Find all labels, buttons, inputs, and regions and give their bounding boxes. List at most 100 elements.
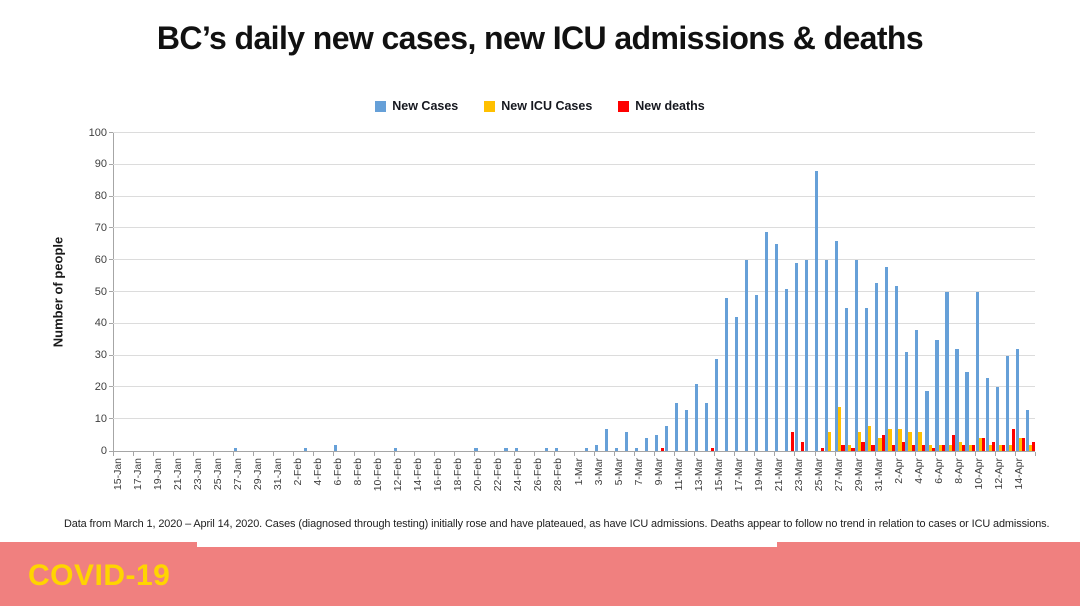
bar-new-cases	[504, 447, 508, 451]
y-axis-line	[113, 133, 114, 452]
bar-new-deaths	[931, 447, 935, 451]
bar-new-icu-cases	[948, 444, 952, 451]
bar-new-cases	[915, 330, 919, 451]
gridline	[113, 418, 1035, 420]
bar-new-cases	[714, 358, 719, 451]
x-axis-tick	[173, 452, 175, 456]
x-axis-tick	[674, 452, 676, 456]
y-axis-tick	[109, 163, 113, 165]
bar-new-cases	[925, 390, 929, 451]
gridline	[113, 322, 1035, 324]
x-axis-tick-label: 14-Apr	[1013, 458, 1026, 490]
bar-new-cases	[935, 339, 939, 451]
gridline	[113, 386, 1035, 388]
bar-new-cases	[835, 241, 839, 451]
x-axis-tick	[874, 452, 876, 456]
new-icu-cases-swatch-icon	[484, 100, 496, 112]
x-axis-tick-label: 15-Jan	[111, 458, 124, 491]
x-axis-tick	[734, 452, 736, 456]
x-axis-tick-label: 31-Mar	[873, 458, 886, 492]
bar-new-icu-cases	[938, 444, 942, 451]
bar-new-deaths	[1001, 444, 1005, 451]
bar-new-deaths	[871, 444, 875, 451]
y-axis-tick	[109, 132, 113, 133]
x-axis-tick-label: 17-Jan	[131, 458, 144, 491]
bar-new-cases	[765, 231, 769, 451]
x-axis-tick-label: 12-Feb	[392, 458, 405, 492]
x-axis-tick	[794, 452, 796, 456]
x-axis-tick-label: 23-Mar	[792, 458, 805, 492]
x-axis-tick-label: 2-Feb	[291, 458, 304, 486]
caption: Data from March 1, 2020 – April 14, 2020…	[64, 518, 1050, 530]
x-axis-tick	[453, 452, 455, 456]
x-axis-tick-label: 6-Feb	[331, 458, 344, 486]
bar-new-icu-cases	[828, 431, 832, 451]
x-axis-tick-label: 14-Feb	[412, 458, 425, 492]
x-axis-tick	[493, 452, 495, 456]
x-axis-tick	[553, 452, 555, 456]
y-axis-tick-label: 20	[94, 380, 107, 393]
bar-new-deaths	[1021, 438, 1025, 451]
y-axis-tick	[109, 418, 113, 420]
x-axis-tick-label: 4-Apr	[913, 458, 926, 484]
gridline	[113, 259, 1035, 261]
bar-new-cases	[855, 260, 859, 451]
legend-item-new-deaths: New deaths	[618, 99, 705, 113]
bar-new-icu-cases	[988, 444, 992, 451]
x-axis-tick	[574, 452, 575, 456]
bar-new-icu-cases	[848, 444, 852, 451]
x-axis-tick	[594, 452, 596, 456]
bar-new-cases	[875, 282, 879, 451]
x-axis-tick	[1035, 452, 1036, 456]
bar-new-icu-cases	[868, 425, 872, 451]
bar-new-icu-cases	[928, 444, 932, 451]
x-axis-tick-label: 3-Mar	[592, 458, 605, 486]
bar-new-cases	[664, 425, 668, 451]
y-axis-tick	[109, 354, 113, 356]
x-axis-tick-label: 27-Jan	[231, 458, 244, 491]
bar-new-icu-cases	[858, 431, 862, 451]
bar-new-cases	[845, 307, 849, 451]
bar-new-icu-cases	[1028, 444, 1032, 451]
bar-new-icu-cases	[958, 441, 962, 451]
bar-new-cases	[965, 371, 969, 451]
bar-new-deaths	[891, 444, 895, 451]
x-axis-tick	[113, 452, 114, 456]
bar-new-deaths	[951, 435, 955, 451]
bar-new-deaths	[821, 447, 825, 451]
bar-new-deaths	[921, 444, 925, 451]
x-axis-tick-label: 8-Apr	[953, 458, 966, 484]
x-axis-tick-label: 28-Feb	[552, 458, 565, 492]
y-axis-tick-label: 70	[94, 221, 107, 234]
x-axis-tick	[473, 452, 475, 456]
bar-new-cases	[755, 295, 759, 451]
gridline	[113, 227, 1035, 229]
footer-banner	[0, 547, 1080, 606]
gridline	[113, 163, 1035, 165]
bar-new-cases	[474, 447, 478, 451]
bar-new-cases	[895, 285, 899, 451]
x-axis-tick-label: 1-Mar	[572, 458, 585, 486]
bar-new-deaths	[851, 447, 855, 451]
x-axis-tick	[714, 452, 716, 456]
x-axis-tick-label: 23-Jan	[191, 458, 204, 491]
y-axis-tick-label: 60	[94, 253, 107, 266]
x-axis-tick-label: 31-Jan	[271, 458, 284, 491]
bar-new-deaths	[801, 441, 805, 451]
x-axis-tick-label: 19-Jan	[151, 458, 164, 491]
bar-new-icu-cases	[998, 444, 1002, 451]
x-axis-tick-label: 21-Jan	[171, 458, 184, 491]
x-axis-tick-label: 16-Feb	[432, 458, 445, 492]
bar-new-deaths	[711, 447, 715, 451]
x-axis-tick	[433, 452, 435, 456]
bar-new-icu-cases	[968, 444, 972, 451]
x-axis-tick-label: 18-Feb	[452, 458, 465, 492]
legend-label: New Cases	[392, 99, 459, 113]
x-axis-tick-label: 15-Mar	[712, 458, 725, 492]
legend-item-new-icu-cases: New ICU Cases	[484, 99, 592, 113]
x-axis-tick-label: 8-Feb	[352, 458, 365, 486]
bar-new-cases	[775, 244, 779, 451]
bar-new-icu-cases	[978, 438, 982, 451]
y-axis-tick	[109, 386, 113, 388]
bar-new-deaths	[1031, 441, 1035, 451]
